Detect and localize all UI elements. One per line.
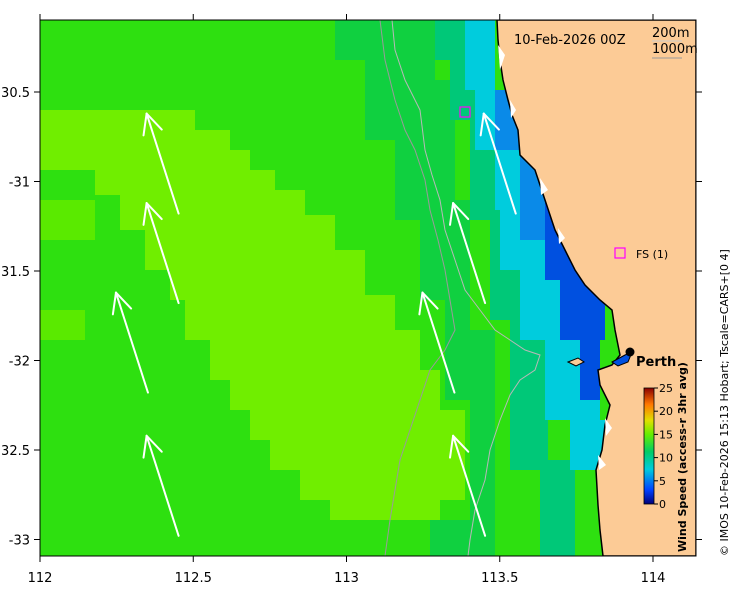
y-tick-label: 31.5 [1,265,30,280]
colorbar-tick-label: 0 [659,498,666,511]
credit-text: © IMOS 10-Feb-2026 15:13 Hobart; Tscale=… [718,249,731,556]
depth-legend-200m: 200m [652,26,689,41]
wind-field-coastal-band [335,20,495,556]
y-tick-label: 32.5 [1,444,30,459]
y-tick-label: -32 [9,355,30,370]
colorbar-ticks: 0 5 10 15 20 25 [654,382,673,511]
wind-field-teal-strip [435,20,575,556]
colorbar-tick-label: 15 [659,428,673,441]
fs-station-label: FS (1) [636,248,668,261]
perth-marker-icon [625,347,635,357]
depth-legend-1000m: 1000m [652,42,698,57]
colorbar-tick-label: 5 [659,475,666,488]
wind-arrow [418,291,456,394]
wind-arrow [142,112,180,215]
colorbar [643,387,655,505]
colorbar-title: Wind Speed (access-r 3hr avg) [676,362,689,552]
wind-arrow [111,291,149,394]
y-tick-label: 30.5 [1,86,30,101]
wind-arrow [449,202,487,305]
wind-field-cell [40,310,85,340]
colorbar-tick-label: 20 [659,405,673,418]
wind-field-cell [40,200,95,240]
isobath-1000m [379,20,456,556]
date-label: 10-Feb-2026 00Z [514,33,626,48]
wind-field-blue-cells [495,90,550,240]
y-tick-label: -31 [9,176,30,191]
x-tick-label: 114 [641,571,666,586]
rottnest-island [566,357,585,367]
fs-station-marker [614,247,626,259]
swan-river-estuary [611,351,633,367]
wind-arrow [142,202,180,305]
colorbar-tick-label: 25 [659,382,673,395]
x-tick-label: 113 [334,571,359,586]
wind-arrow [479,112,517,215]
perth-label: Perth [636,355,676,370]
station-marker-north [459,106,471,118]
y-tick-label: -33 [9,534,30,549]
wind-arrow [142,434,180,537]
plot-frame [39,19,697,557]
map-plot-area [40,20,696,556]
wind-arrows [111,112,740,537]
x-tick-label: 112.5 [175,571,212,586]
wind-arrow [724,291,740,331]
x-tick-label: 112 [28,571,53,586]
x-tick-label: 113.5 [481,571,518,586]
y-axis-ticks: 30.5 -31 31.5 -32 32.5 -33 [1,86,702,549]
wind-arrow [449,434,487,537]
isobath-200m [391,20,541,556]
colorbar-tick-label: 10 [659,452,673,465]
